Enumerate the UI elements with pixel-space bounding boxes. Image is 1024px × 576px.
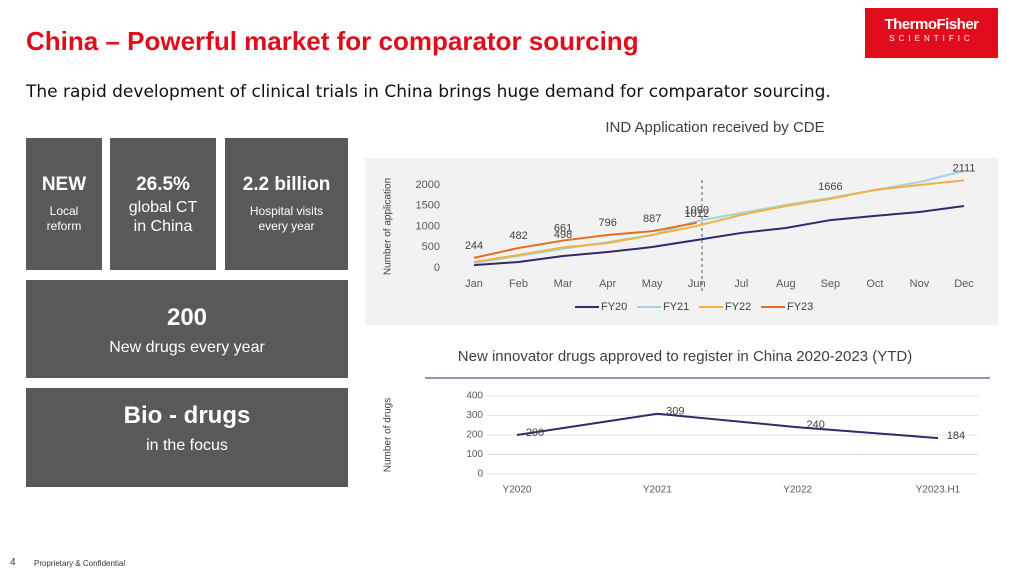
data-label: 482 — [509, 230, 527, 242]
x-tick-label: Nov — [910, 278, 930, 290]
x-tick-label: Y2023.H1 — [916, 485, 961, 496]
logo: ThermoFisher SCIENTIFIC — [865, 8, 998, 58]
y-axis-label: Number of application — [383, 178, 394, 275]
data-label: 1666 — [818, 181, 842, 193]
y-tick-label: 300 — [466, 410, 483, 421]
data-label: 244 — [465, 240, 483, 252]
series-line — [473, 221, 697, 259]
tile: Bio - drugs in the focus — [26, 388, 348, 487]
series-line — [516, 412, 939, 440]
x-tick-label: Jul — [734, 278, 748, 290]
legend-label: FY22 — [725, 301, 751, 313]
tile-title: NEW — [41, 174, 87, 195]
x-tick-label: Jun — [688, 278, 706, 290]
x-tick-label: Sep — [821, 278, 841, 290]
y-axis-label: Number of drugs — [383, 398, 394, 472]
tile: 26.5% global CT in China — [110, 138, 216, 270]
x-tick-label: Y2020 — [503, 485, 532, 496]
y-tick-label: 200 — [466, 430, 483, 441]
data-label: 184 — [947, 430, 965, 442]
data-label: 309 — [666, 406, 684, 418]
series-line — [473, 179, 965, 263]
legend-label: FY20 — [601, 301, 627, 313]
footer-note: Proprietary & Confidential — [34, 559, 126, 568]
series-line — [473, 204, 965, 267]
x-tick-label: Jan — [465, 278, 483, 290]
page-number: 4 — [10, 557, 16, 568]
y-tick-label: 2000 — [416, 179, 440, 191]
legend-label: FY21 — [663, 301, 689, 313]
tile: NEW Local reform — [26, 138, 102, 270]
tile: 2.2 billion Hospital visits every year — [225, 138, 348, 270]
x-tick-label: Y2022 — [783, 485, 812, 496]
logo-brand: ThermoFisher — [884, 16, 979, 33]
x-tick-label: Y2021 — [643, 485, 672, 496]
tile-title: 26.5% — [136, 174, 190, 195]
legend-label: FY23 — [787, 301, 813, 313]
tile-text: global CT in China — [128, 199, 198, 235]
x-tick-label: May — [642, 278, 663, 290]
y-tick-label: 400 — [466, 391, 483, 402]
tile-title: 200 — [166, 304, 208, 331]
data-label: 1090 — [684, 205, 708, 217]
y-tick-label: 100 — [466, 449, 483, 460]
x-tick-label: Dec — [954, 278, 974, 290]
y-tick-label: 0 — [434, 262, 440, 274]
data-label: 796 — [598, 217, 616, 229]
tile-text: New drugs every year — [109, 339, 265, 356]
data-label: 240 — [806, 419, 824, 431]
chart-title: New innovator drugs approved to register… — [458, 348, 912, 365]
tile-text: in the focus — [146, 437, 228, 454]
y-tick-label: 1500 — [416, 200, 440, 212]
x-tick-label: Aug — [776, 278, 796, 290]
data-label: 200 — [526, 427, 544, 439]
y-tick-label: 1000 — [416, 220, 440, 232]
tile: 200 New drugs every year — [26, 280, 348, 378]
data-label: 887 — [643, 213, 661, 225]
x-tick-label: Mar — [554, 278, 573, 290]
tile-title: 2.2 billion — [242, 174, 331, 195]
data-label: 1012 — [684, 208, 708, 220]
logo-sub: SCIENTIFIC — [889, 34, 974, 43]
y-tick-label: 0 — [477, 469, 483, 480]
x-tick-label: Apr — [599, 278, 616, 290]
data-label: 498 — [554, 229, 572, 241]
subtitle: The rapid development of clinical trials… — [26, 82, 831, 102]
tile-text: Local reform — [46, 204, 82, 233]
data-label: 2111 — [953, 162, 976, 174]
chart-title: IND Application received by CDE — [605, 119, 824, 136]
x-tick-label: Oct — [866, 278, 883, 290]
y-tick-label: 500 — [422, 241, 440, 253]
tile-text: Hospital visits every year — [249, 204, 324, 233]
x-tick-label: Feb — [509, 278, 528, 290]
title: China – Powerful market for comparator s… — [26, 26, 639, 56]
tile-title: Bio - drugs — [123, 402, 251, 429]
data-label: 661 — [554, 222, 572, 234]
